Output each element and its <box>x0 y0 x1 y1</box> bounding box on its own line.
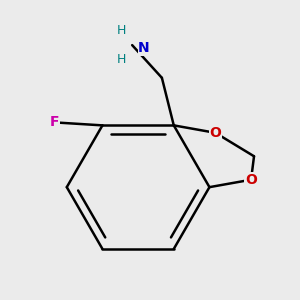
Text: F: F <box>50 116 60 129</box>
Text: H: H <box>117 24 127 37</box>
Text: O: O <box>245 173 257 187</box>
Text: O: O <box>209 126 221 140</box>
Text: H: H <box>117 53 127 67</box>
Text: N: N <box>138 41 150 55</box>
